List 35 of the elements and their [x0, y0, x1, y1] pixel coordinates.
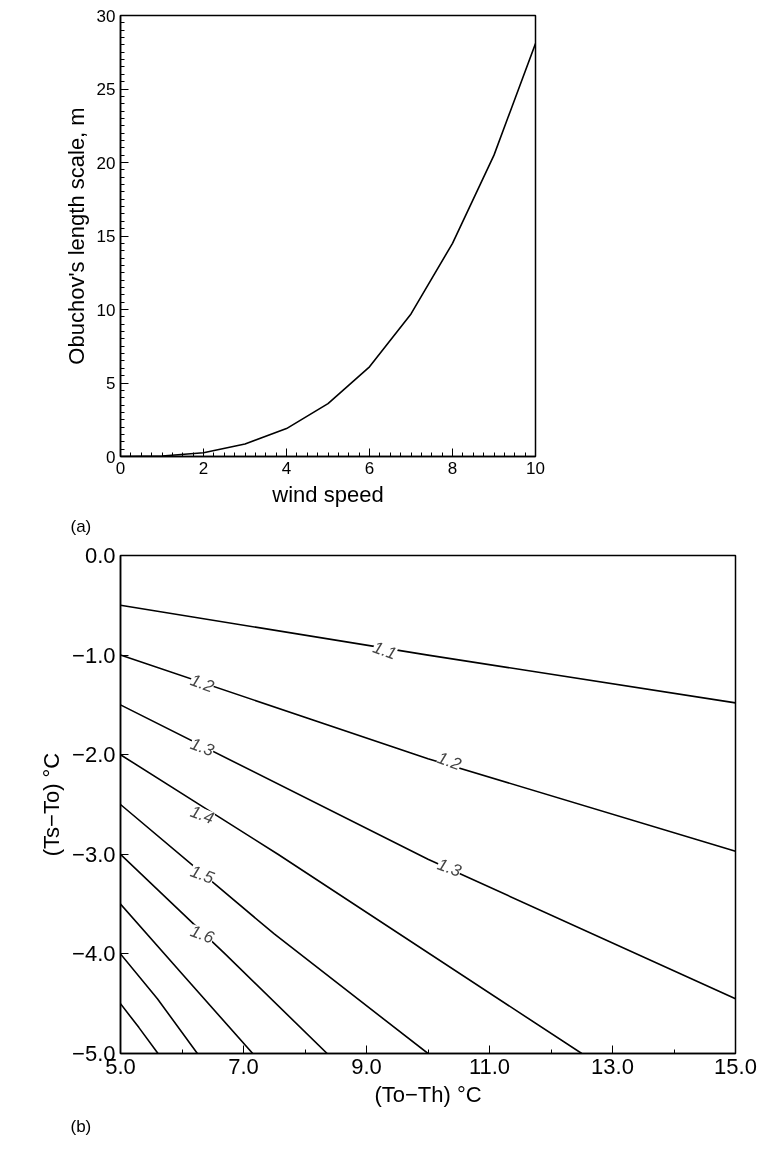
x-tick-label: 6 — [364, 458, 375, 478]
x-axis-title: wind speed — [271, 481, 384, 507]
x-tick-label: 15.0 — [714, 1053, 757, 1079]
annotation: 1.2 — [435, 748, 465, 775]
y-tick-label: 30 — [96, 6, 116, 26]
x-tick-label: 2 — [198, 458, 209, 478]
x-tick-label: 13.0 — [591, 1053, 634, 1079]
y-tick-label: 5 — [106, 374, 116, 393]
annotation: 1.2 — [187, 670, 217, 697]
text: (b) — [70, 1116, 92, 1136]
y-tick-label: −1.0 — [72, 642, 116, 668]
x-tick-label: 7.0 — [228, 1053, 259, 1079]
y-tick-label: −2.0 — [72, 742, 116, 768]
y-axis-title: Obuchov's length scale, m — [63, 107, 89, 365]
y-tick-label: −4.0 — [72, 941, 116, 967]
y-tick-label: 0.0 — [84, 543, 116, 568]
y-tick-label: 10 — [96, 300, 116, 320]
x-tick-label: 9.0 — [351, 1053, 382, 1079]
y-tick-label: 25 — [96, 80, 116, 99]
x-tick-label: 10 — [526, 458, 545, 478]
y-tick-label: 15 — [96, 227, 116, 246]
x-tick-label: 4 — [281, 458, 292, 478]
x-tick-label: 8 — [447, 458, 458, 478]
x-tick-label: 11.0 — [468, 1053, 511, 1079]
y-axis-title: (Ts−To) °C — [39, 752, 65, 857]
annotation: 1.4 — [187, 801, 217, 828]
annotation: 1.3 — [187, 734, 217, 761]
annotation: 1.3 — [435, 854, 465, 881]
annotation: 1.6 — [187, 921, 217, 948]
y-tick-label: 20 — [96, 153, 116, 173]
text: (a) — [70, 516, 92, 536]
y-tick-label: −3.0 — [72, 841, 116, 867]
annotation: 1.1 — [370, 637, 400, 664]
x-axis-title: (To−Th) °C — [374, 1081, 482, 1107]
annotation: 1.5 — [187, 861, 217, 888]
